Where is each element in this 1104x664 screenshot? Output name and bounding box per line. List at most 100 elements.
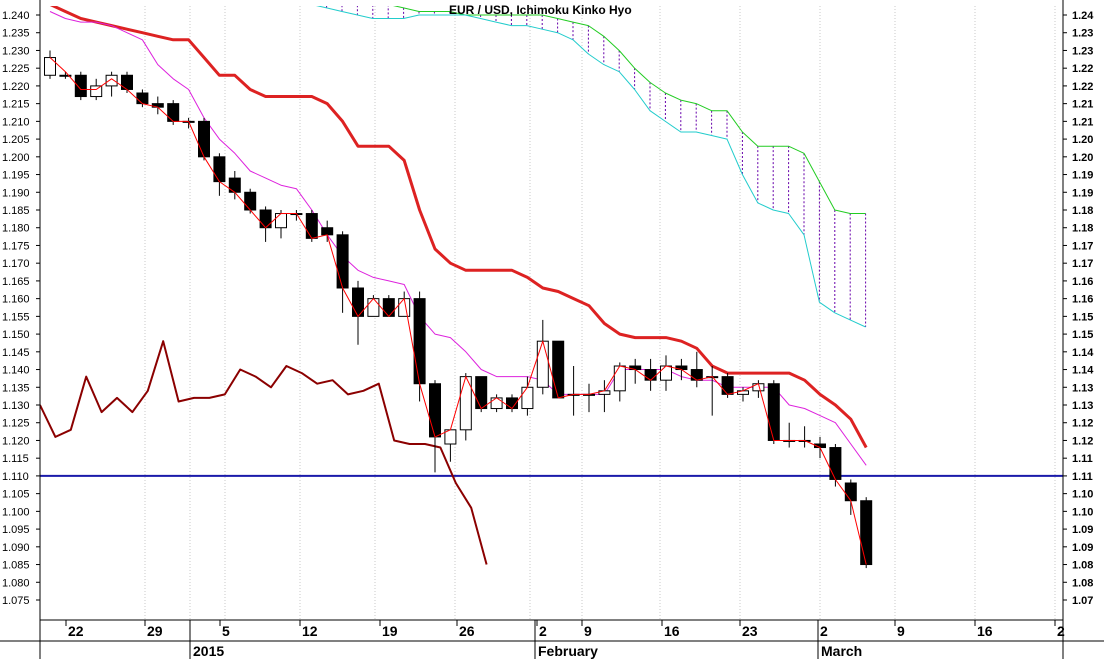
candlesticks (44, 50, 873, 569)
x-tick-label: 9 (584, 623, 592, 639)
candle-body (644, 369, 657, 381)
y-tick-label-left: 1.080 (2, 577, 30, 589)
y-tick-label-right: 1.24 (1072, 10, 1094, 22)
chart-title: EUR / USD, Ichimoku Kinko Hyo (449, 3, 632, 17)
y-tick-label-right: 1.23 (1072, 28, 1093, 40)
y-tick-label-left: 1.205 (2, 134, 30, 146)
y-tick-label-left: 1.210 (2, 116, 30, 128)
kumo-cloud (315, 6, 867, 328)
x-tick-label: 2 (820, 623, 828, 639)
y-tick-label-left: 1.165 (2, 276, 30, 288)
month-label: March (821, 643, 862, 659)
candle (552, 340, 565, 399)
candle-body (259, 209, 272, 229)
candle-body (244, 191, 257, 211)
x-tick-label: 26 (459, 623, 475, 639)
y-tick-label-left: 1.085 (2, 560, 30, 572)
candle (105, 71, 118, 97)
candle-body (844, 482, 857, 502)
chikou-span-line (40, 340, 488, 565)
y-tick-label-right: 1.23 (1072, 45, 1093, 57)
y-tick-label-left: 1.115 (2, 453, 29, 465)
y-tick-label-right: 1.19 (1072, 187, 1093, 199)
x-tick-label: 9 (897, 623, 905, 639)
y-tick-label-left: 1.215 (2, 99, 30, 111)
y-axis-left-labels: 1.075 1.080 1.085 1.090 1.095 1.100 1.105 1.110… (2, 10, 30, 607)
candle-body (829, 447, 842, 480)
grid-lines (144, 6, 1056, 620)
candle-body (429, 383, 441, 438)
y-tick-label-left: 1.155 (2, 311, 30, 323)
candle-body (90, 85, 103, 98)
candle-body (382, 298, 395, 317)
y-tick-label-right: 1.15 (1072, 329, 1093, 341)
candle-body (167, 103, 180, 122)
y-tick-label-left: 1.190 (2, 187, 30, 199)
y-tick-label-left: 1.110 (2, 471, 29, 483)
candle (382, 295, 395, 317)
candle-body (105, 74, 118, 87)
candle-body (305, 213, 318, 239)
candle-body (44, 57, 56, 76)
candle-body (490, 397, 503, 410)
y-tick-label-right: 1.17 (1072, 240, 1093, 252)
candle (475, 376, 488, 413)
candle-body (521, 386, 534, 410)
y-tick-label-right: 1.14 (1072, 365, 1094, 377)
candle-body (536, 340, 549, 388)
y-tick-label-right: 1.16 (1072, 294, 1093, 306)
y-tick-label-right: 1.12 (1072, 435, 1093, 447)
y-tick-label-left: 1.075 (2, 595, 30, 607)
y-tick-label-right: 1.18 (1072, 223, 1093, 235)
y-tick-label-right: 1.20 (1072, 134, 1093, 146)
y-tick-label-right: 1.07 (1072, 595, 1093, 607)
y-tick-label-right: 1.08 (1072, 560, 1093, 572)
y-tick-label-left: 1.170 (2, 258, 30, 270)
y-tick-label-left: 1.235 (2, 28, 30, 40)
candle-body (613, 365, 626, 392)
candle-body (59, 74, 72, 77)
close-price-line (49, 57, 867, 565)
y-tick-label-left: 1.095 (2, 524, 30, 536)
y-tick-label-left: 1.090 (2, 542, 30, 554)
candle-body (367, 298, 380, 317)
y-tick-label-left: 1.140 (2, 365, 30, 377)
x-tick-label: 22 (68, 623, 84, 639)
x-tick-label: 16 (977, 623, 993, 639)
candle (198, 117, 210, 161)
y-tick-label-left: 1.230 (2, 45, 30, 57)
y-tick-label-left: 1.195 (2, 170, 30, 182)
candle-body (660, 365, 672, 381)
y-tick-label-right: 1.22 (1072, 63, 1093, 75)
candle-body (475, 376, 488, 410)
y-tick-label-right: 1.21 (1072, 99, 1093, 111)
y-tick-label-right: 1.21 (1072, 116, 1093, 128)
x-tick-label: 16 (664, 623, 680, 639)
x-tick-label: 23 (742, 623, 758, 639)
y-tick-label-left: 1.240 (2, 10, 30, 22)
x-tick-label: 5 (222, 623, 230, 639)
candle (860, 497, 873, 569)
y-tick-label-right: 1.13 (1072, 382, 1093, 394)
kijun-sen-line (49, 6, 868, 449)
candle-body (721, 376, 734, 395)
y-tick-label-left: 1.200 (2, 152, 30, 164)
y-tick-label-right: 1.16 (1072, 276, 1093, 288)
candle-body (136, 92, 149, 105)
candle-body (275, 213, 287, 229)
month-label: February (538, 643, 598, 659)
y-tick-label-right: 1.10 (1072, 489, 1093, 501)
y-tick-label-right: 1.22 (1072, 81, 1093, 93)
y-tick-label-right: 1.09 (1072, 542, 1093, 554)
candle (74, 71, 87, 101)
candle-body (213, 156, 226, 183)
senkou-span-b-line (315, 6, 866, 328)
y-tick-label-right: 1.14 (1072, 347, 1094, 359)
x-tick-label: 2 (539, 623, 547, 639)
y-tick-label-right: 1.09 (1072, 524, 1093, 536)
y-tick-label-left: 1.220 (2, 81, 30, 93)
y-tick-label-right: 1.11 (1072, 471, 1093, 483)
